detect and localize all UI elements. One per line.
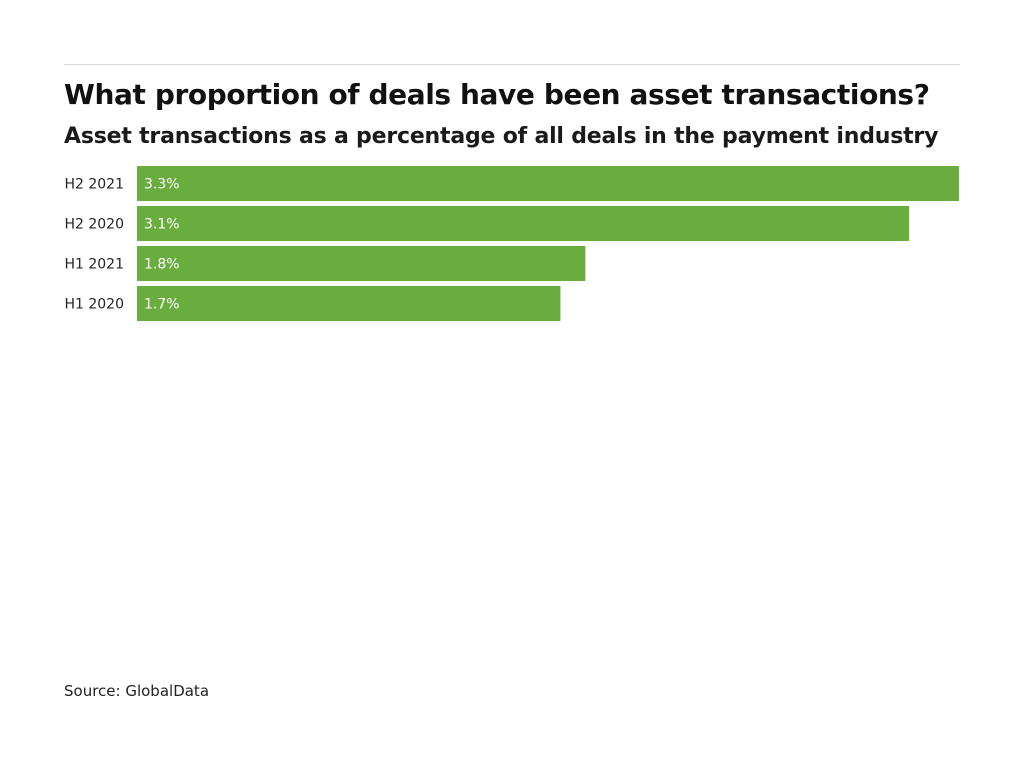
source-note: Source: GlobalData bbox=[64, 682, 210, 700]
top-divider bbox=[64, 64, 960, 65]
value-label: 1.7% bbox=[144, 297, 180, 313]
category-label: H1 2021 bbox=[64, 257, 124, 273]
chart-title: What proportion of deals have been asset… bbox=[64, 78, 930, 111]
value-label: 1.8% bbox=[144, 257, 180, 273]
bar-h2-2021 bbox=[137, 166, 959, 201]
bar-h1-2020 bbox=[137, 286, 561, 321]
category-label: H1 2020 bbox=[64, 297, 124, 313]
category-label: H2 2020 bbox=[64, 217, 124, 233]
bar-h1-2021 bbox=[137, 246, 586, 281]
chart-subtitle: Asset transactions as a percentage of al… bbox=[64, 124, 939, 149]
bar-h2-2020 bbox=[137, 206, 910, 241]
value-label: 3.1% bbox=[144, 217, 180, 233]
value-label: 3.3% bbox=[144, 177, 180, 193]
category-label: H2 2021 bbox=[64, 177, 124, 193]
